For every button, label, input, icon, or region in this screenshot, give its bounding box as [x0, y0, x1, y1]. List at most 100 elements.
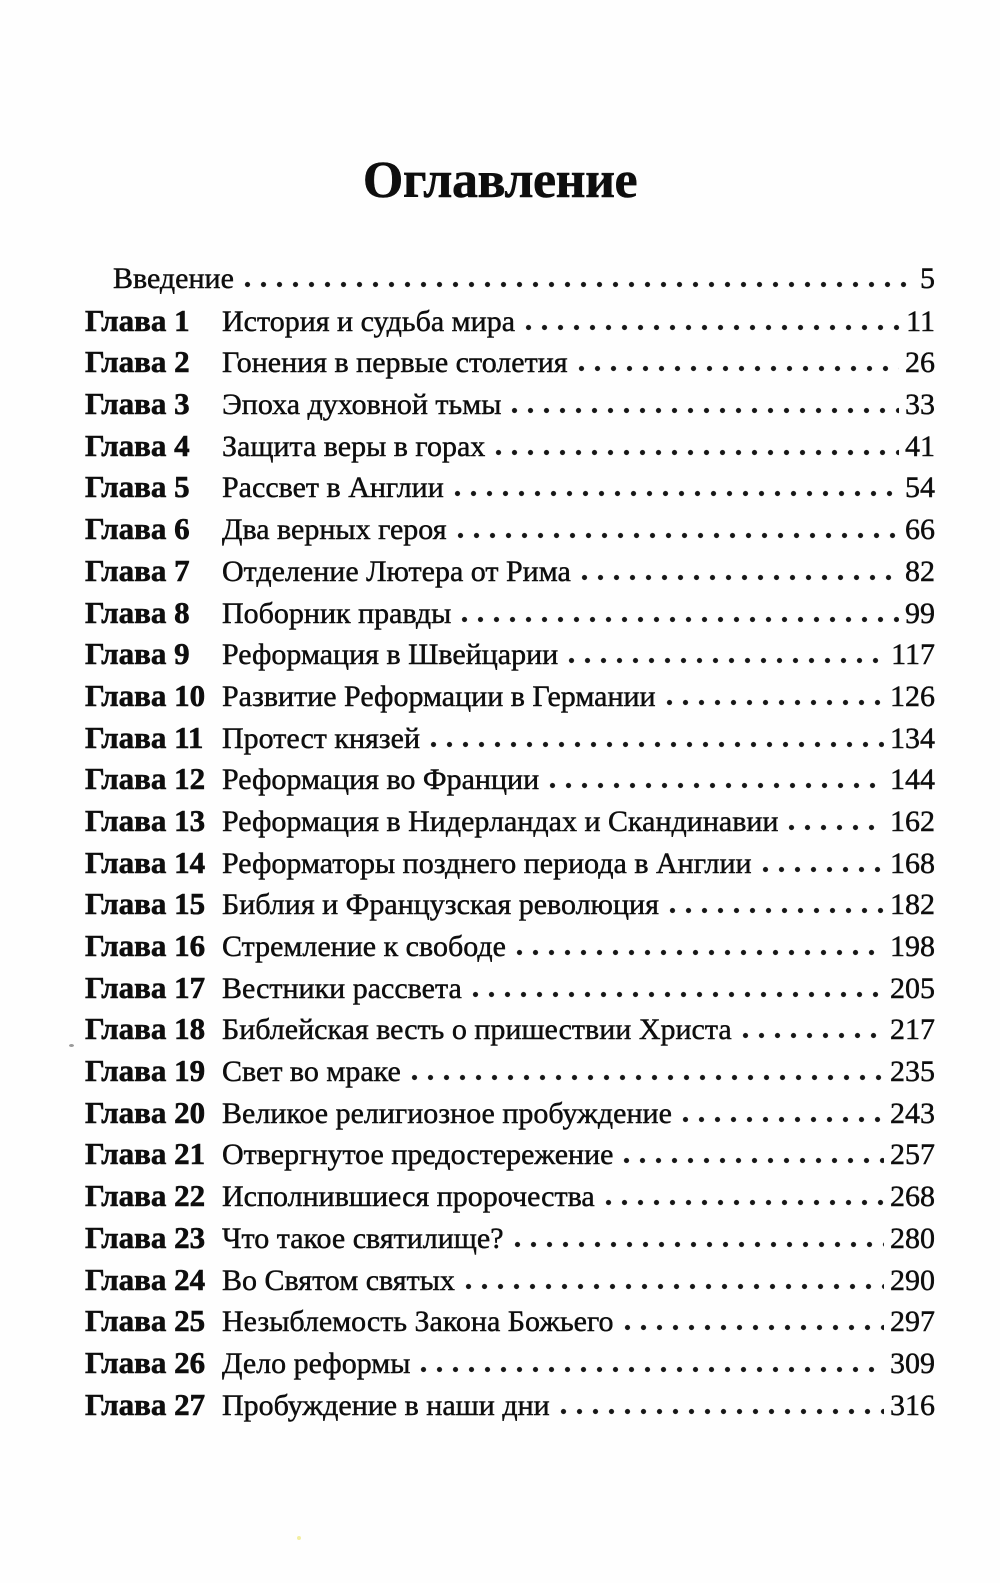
page-number: 182 [890, 888, 935, 922]
page-number: 41 [905, 429, 935, 463]
chapter-label: Глава 6 [85, 511, 190, 547]
chapter-label: Глава 20 [85, 1094, 206, 1130]
chapter-label: Глава 27 [85, 1386, 206, 1422]
dot-leader [580, 573, 899, 581]
chapter-title: Во Святом святых [222, 1263, 455, 1297]
page-number: 217 [890, 1013, 935, 1047]
page-number: 168 [890, 846, 935, 880]
page-number: 297 [890, 1305, 935, 1339]
toc-entry: Введение 5 [85, 258, 935, 300]
toc-entry: Глава 24 Во Святом святых 290 [85, 1259, 936, 1301]
dot-leader [461, 615, 899, 623]
chapter-label: Глава 26 [85, 1344, 206, 1381]
chapter-title: Незыблемость Закона Божьего [222, 1305, 614, 1339]
page-number: 126 [890, 679, 935, 713]
dot-leader [420, 1365, 884, 1373]
dot-leader [741, 1032, 884, 1040]
chapter-title: Реформация в Нидерландах и Скандинавии [222, 804, 779, 838]
page-number: 316 [890, 1388, 935, 1422]
toc-entry: Глава 25 Незыблемость Закона Божьего 297 [85, 1300, 936, 1342]
page-number: 54 [905, 471, 935, 505]
dot-leader [513, 1240, 884, 1248]
toc-entry: Глава 23 Что такое святилище? 280 [85, 1217, 936, 1259]
dot-leader [464, 1282, 884, 1290]
chapter-title: Отвергнутое предостережение [222, 1138, 614, 1172]
page-number: 33 [905, 388, 935, 422]
dot-leader [453, 490, 899, 498]
chapter-title: Введение [113, 262, 234, 295]
chapter-title: Рассвет в Англии [222, 471, 444, 505]
page-number: 66 [905, 513, 935, 547]
page-number: 134 [890, 721, 935, 755]
page-number: 205 [890, 971, 935, 1005]
chapter-label: Глава 10 [85, 677, 206, 714]
chapter-title: Что такое святилище? [222, 1221, 504, 1255]
chapter-title: Протест князей [222, 721, 421, 755]
chapter-label: Глава 14 [85, 844, 206, 880]
chapter-title: Реформация во Франции [222, 763, 540, 797]
page-number: 198 [890, 930, 935, 963]
toc-entry: Глава 12 Реформация во Франции 144 [85, 758, 936, 800]
toc-entry: Глава 9 Реформация в Швейцарии 117 [85, 633, 936, 675]
toc-entry: Глава 18 Библейская весть о пришествии Х… [85, 1008, 936, 1050]
toc-entry: Глава 16 Стремление к свободе 198 [85, 925, 936, 967]
dot-leader [456, 532, 899, 540]
toc-entry: Глава 5 Рассвет в Англии 54 [85, 466, 936, 508]
chapter-label: Глава 15 [85, 886, 206, 922]
page-number: 144 [890, 763, 935, 797]
chapter-title: Библейская весть о пришествии Христа [222, 1013, 732, 1047]
dot-leader [243, 281, 914, 288]
dot-leader [525, 323, 901, 331]
dot-leader [410, 1074, 884, 1082]
chapter-label: Глава 19 [85, 1053, 206, 1089]
toc-list: Введение 5 Глава 1 История и судьба мира… [85, 258, 936, 1426]
toc-entry: Глава 1 История и судьба мира 11 [85, 300, 936, 342]
chapter-title: Свет во мраке [222, 1055, 401, 1089]
chapter-title: Пробуждение в наши дни [222, 1388, 550, 1422]
chapter-label: Глава 22 [85, 1178, 206, 1214]
chapter-label: Глава 12 [85, 761, 206, 797]
toc-entry: Глава 14 Реформаторы позднего периода в … [85, 842, 936, 884]
chapter-label: Глава 8 [85, 594, 190, 630]
page-number: 257 [890, 1138, 935, 1172]
dot-leader [559, 1407, 884, 1415]
dot-leader [549, 782, 884, 790]
chapter-label: Глава 5 [85, 469, 190, 505]
chapter-title: Отделение Лютера от Рима [222, 554, 571, 588]
toc-entry: Глава 3 Эпоха духовной тьмы 33 [85, 383, 936, 425]
chapter-title: Вестники рассвета [222, 971, 462, 1005]
page-number: 26 [905, 346, 935, 380]
page-number: 243 [890, 1096, 935, 1130]
chapter-title: Библия и Французская революция [222, 888, 659, 922]
dot-leader [577, 365, 899, 373]
page-number: 235 [890, 1055, 935, 1089]
chapter-label: Глава 21 [85, 1136, 206, 1172]
chapter-label: Глава 16 [85, 928, 206, 964]
chapter-label: Глава 11 [85, 719, 204, 755]
page-title: Оглавление [362, 152, 638, 210]
chapter-title: Стремление к свободе [222, 930, 506, 963]
page-number: 268 [890, 1180, 935, 1214]
scan-speck [297, 1536, 301, 1540]
chapter-title: Развитие Реформации в Германии [222, 679, 656, 713]
toc-entry: Глава 4 Защита веры в горах 41 [85, 425, 936, 467]
chapter-title: История и судьба мира [222, 304, 516, 338]
page-number: 290 [890, 1263, 935, 1297]
toc-entry: Глава 6 Два верных героя 66 [85, 508, 936, 550]
page-number: 5 [920, 262, 935, 295]
chapter-title: Защита веры в горах [222, 429, 486, 463]
toc-entry: Глава 13 Реформация в Нидерландах и Скан… [85, 800, 936, 842]
page-number: 82 [905, 554, 935, 588]
toc-entry: Глава 27 Пробуждение в наши дни 316 [85, 1384, 936, 1426]
toc-entry: Глава 15 Библия и Французская революция … [85, 883, 936, 925]
dot-leader [665, 698, 884, 706]
chapter-title: Дело реформы [222, 1346, 411, 1380]
page-number: 99 [905, 596, 935, 630]
toc-entry: Глава 11 Протест князей 134 [85, 717, 936, 759]
dot-leader [623, 1324, 884, 1332]
scan-speck [69, 1044, 74, 1047]
page-number: 280 [890, 1221, 935, 1255]
toc-entry: Глава 8 Поборник правды 99 [85, 592, 936, 634]
page-number: 117 [891, 638, 935, 672]
